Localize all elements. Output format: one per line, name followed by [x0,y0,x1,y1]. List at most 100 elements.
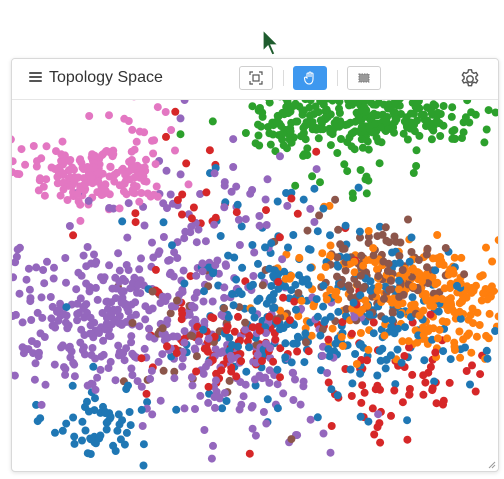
scatter-point [455,307,464,316]
scatter-point [347,392,356,400]
scatter-point [251,381,260,390]
scatter-point [22,275,31,284]
scatter-point [292,305,300,314]
scatter-point [364,345,373,354]
scatter-point [110,170,119,179]
scatter-plot[interactable] [12,100,498,471]
scatter-point [365,310,374,319]
scatter-point [217,366,226,375]
scatter-point [281,274,290,283]
scatter-point [380,331,389,340]
scatter-point [439,347,448,356]
scatter-point [75,156,84,165]
scatter-point [196,190,205,198]
scatter-point [114,410,123,419]
scatter-point [331,291,340,300]
scatter-point [348,379,357,388]
scatter-point [250,248,259,257]
scatter-point [86,450,95,458]
scatter-point [47,314,56,323]
scatter-point [312,165,321,174]
scatter-point [60,310,68,319]
scatter-point [261,373,270,382]
scatter-point [304,245,313,254]
scatter-point [419,390,428,399]
scatter-point [153,103,162,112]
panel-title: Topology Space [49,69,163,86]
scatter-point [471,110,480,119]
scatter-point [237,357,246,366]
scatter-point [162,166,171,175]
scatter-point [410,120,419,129]
scatter-point [298,106,307,115]
scatter-point [73,316,82,325]
scatter-point [441,244,450,252]
scatter-point [303,144,312,153]
scatter-point [146,192,155,201]
scatter-point [388,309,397,318]
scatter-point [337,333,346,341]
scatter-point [131,298,140,307]
scatter-point [312,147,321,156]
scatter-point [428,386,437,395]
scatter-point [388,316,396,324]
scatter-point [41,380,50,389]
scatter-point [456,353,465,362]
scatter-point [135,322,144,331]
scatter-point [462,367,471,375]
pan-button[interactable] [293,66,327,90]
scatter-point [358,143,367,152]
box-select-button[interactable] [347,66,381,90]
scatter-point [237,222,246,231]
scatter-point [342,253,351,262]
scatter-point [388,298,397,307]
scatter-point [96,431,105,440]
scatter-point [312,125,321,134]
box-select-icon [358,73,370,83]
scatter-point [323,113,332,122]
scatter-point [431,280,440,289]
scatter-point [68,381,77,390]
scatter-point [178,362,187,371]
scatter-point [408,293,417,302]
scatter-point [78,417,87,426]
scatter-point [469,319,477,328]
scatter-point [166,309,175,318]
scatter-point [359,261,368,270]
scatter-point [111,376,120,385]
scatter-point [333,272,341,281]
scatter-point [360,388,369,397]
scatter-point [137,189,146,197]
menu-icon[interactable] [29,72,42,82]
scatter-point [356,291,365,300]
scatter-point [234,312,242,321]
scatter-point [456,314,465,323]
scatter-point [230,253,239,262]
scatter-point [388,248,397,257]
scatter-point [283,201,292,210]
scatter-point [262,221,271,229]
resize-handle-icon[interactable] [487,460,496,469]
scatter-point [181,227,190,236]
scatter-point [258,108,267,117]
scatter-point [482,331,491,340]
scatter-point [265,100,274,107]
scatter-point [78,436,86,445]
scatter-point [102,425,111,434]
scatter-point [211,261,220,270]
scatter-point [198,267,207,276]
scatter-point [306,263,315,272]
scatter-point [39,182,48,191]
scatter-point [236,378,245,386]
scatter-point [17,145,26,154]
scatter-point [494,312,498,321]
scatter-point [289,134,298,143]
scatter-point [326,141,335,150]
scatter-point [322,295,331,304]
scatter-point [176,130,185,139]
scatter-point [216,232,225,240]
scatter-point [393,324,402,333]
scatter-point [373,381,382,390]
gear-icon[interactable] [459,68,481,90]
fit-view-button[interactable] [239,66,273,90]
